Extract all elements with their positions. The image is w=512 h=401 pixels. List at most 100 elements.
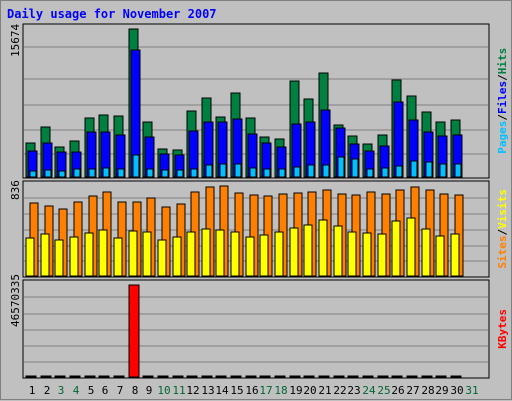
- gridlines: [24, 296, 488, 363]
- day-label-17: 17: [259, 384, 272, 397]
- bar-pages-day-20: [307, 164, 315, 178]
- bar-kbytes-day-25: [377, 375, 389, 378]
- bar-pages-day-16: [249, 167, 257, 178]
- bar-visits-day-1: [25, 237, 35, 277]
- bar-kbytes-day-13: [201, 375, 213, 378]
- bar-visits-day-22: [333, 225, 343, 277]
- bar-visits-day-3: [54, 239, 64, 277]
- bar-pages-day-8: [132, 154, 140, 178]
- bar-kbytes-day-4: [69, 375, 81, 378]
- bar-visits-day-30: [450, 233, 460, 277]
- bar-pages-day-18: [278, 168, 286, 178]
- day-label-28: 28: [421, 384, 434, 397]
- bar-kbytes-day-6: [98, 375, 110, 378]
- bar-pages-day-9: [146, 168, 154, 178]
- bar-pages-day-22: [337, 156, 345, 178]
- day-label-12: 12: [186, 384, 199, 397]
- bar-visits-day-15: [230, 231, 240, 277]
- legend-visits-sites: Sites/Visits: [496, 189, 509, 269]
- day-label-26: 26: [391, 384, 404, 397]
- bar-pages-day-21: [322, 164, 330, 178]
- day-label-25: 25: [377, 384, 390, 397]
- max-label-visits: 836: [9, 180, 22, 200]
- panel-frame: [22, 279, 490, 379]
- legend-part-0: Pages: [496, 121, 509, 154]
- bar-visits-day-24: [362, 232, 372, 277]
- legend-part-4: Hits: [496, 48, 509, 75]
- bar-pages-day-28: [425, 161, 433, 178]
- day-label-13: 13: [201, 384, 214, 397]
- bar-visits-day-12: [186, 231, 196, 277]
- max-label-kbytes: 46570335: [9, 274, 22, 327]
- bar-kbytes-day-17: [259, 375, 271, 378]
- day-label-15: 15: [230, 384, 243, 397]
- bar-visits-day-8: [128, 230, 138, 277]
- bar-pages-day-19: [293, 166, 301, 178]
- bar-kbytes-day-11: [172, 375, 184, 378]
- bar-pages-day-24: [366, 168, 374, 178]
- bar-kbytes-day-19: [289, 375, 301, 378]
- bar-pages-day-29: [439, 163, 447, 178]
- day-label-31: 31: [465, 384, 478, 397]
- bar-kbytes-day-29: [435, 375, 447, 378]
- bar-visits-day-11: [172, 236, 182, 277]
- legend-kbytes: KBytes: [496, 309, 509, 349]
- day-label-22: 22: [333, 384, 346, 397]
- bar-pages-day-14: [219, 163, 227, 178]
- day-label-7: 7: [117, 384, 124, 397]
- bar-pages-day-4: [73, 168, 81, 178]
- day-label-10: 10: [157, 384, 170, 397]
- bar-kbytes-day-9: [142, 375, 154, 378]
- bar-visits-day-18: [274, 231, 284, 277]
- bar-pages-day-11: [176, 169, 184, 178]
- bar-visits-day-19: [289, 227, 299, 277]
- day-label-27: 27: [406, 384, 419, 397]
- legend-part-2: Files: [496, 81, 509, 114]
- bar-kbytes-day-21: [318, 375, 330, 378]
- day-label-18: 18: [274, 384, 287, 397]
- bar-pages-day-23: [351, 158, 359, 178]
- bar-visits-day-26: [391, 220, 401, 277]
- day-label-11: 11: [172, 384, 185, 397]
- bar-pages-day-27: [410, 160, 418, 178]
- day-label-1: 1: [29, 384, 36, 397]
- bar-pages-day-2: [44, 169, 52, 178]
- bar-pages-day-26: [395, 165, 403, 178]
- kbytes-panel: 46570335 KBytes: [9, 274, 509, 379]
- day-label-21: 21: [318, 384, 331, 397]
- day-label-9: 9: [146, 384, 153, 397]
- bar-visits-day-2: [40, 233, 50, 277]
- bar-kbytes-day-18: [274, 375, 286, 378]
- bar-visits-day-21: [318, 219, 328, 277]
- bar-visits-day-25: [377, 233, 387, 277]
- bar-kbytes-day-24: [362, 375, 374, 378]
- day-label-29: 29: [435, 384, 448, 397]
- day-label-14: 14: [215, 384, 229, 397]
- bar-kbytes-day-16: [245, 375, 257, 378]
- bar-kbytes-day-5: [84, 375, 96, 378]
- bar-pages-day-17: [263, 168, 271, 178]
- bar-visits-day-23: [347, 231, 357, 277]
- legend-part-1: /: [496, 228, 509, 235]
- hits-files-pages-panel: 15674 Pages/Files/Hits: [9, 23, 509, 179]
- bar-visits-day-5: [84, 232, 94, 277]
- bar-kbytes-day-1: [25, 375, 37, 378]
- bar-kbytes-day-7: [113, 375, 125, 378]
- legend-part-2: Visits: [496, 189, 509, 229]
- bar-visits-day-17: [259, 234, 269, 277]
- bar-kbytes-day-22: [333, 375, 345, 378]
- legend-part-0: Sites: [496, 235, 509, 268]
- day-label-2: 2: [44, 384, 51, 397]
- day-label-5: 5: [88, 384, 95, 397]
- bar-visits-day-9: [142, 231, 152, 277]
- bar-kbytes-day-23: [347, 375, 359, 378]
- bar-visits-day-4: [69, 236, 79, 277]
- bar-pages-day-5: [88, 168, 96, 178]
- max-label-hits: 15674: [9, 24, 22, 57]
- bars: [25, 28, 463, 178]
- chart-title: Daily usage for November 2007: [7, 7, 217, 21]
- day-label-16: 16: [245, 384, 258, 397]
- bar-kbytes-day-14: [215, 375, 227, 378]
- legend-hits-files-pages: Pages/Files/Hits: [496, 48, 509, 154]
- day-label-8: 8: [132, 384, 139, 397]
